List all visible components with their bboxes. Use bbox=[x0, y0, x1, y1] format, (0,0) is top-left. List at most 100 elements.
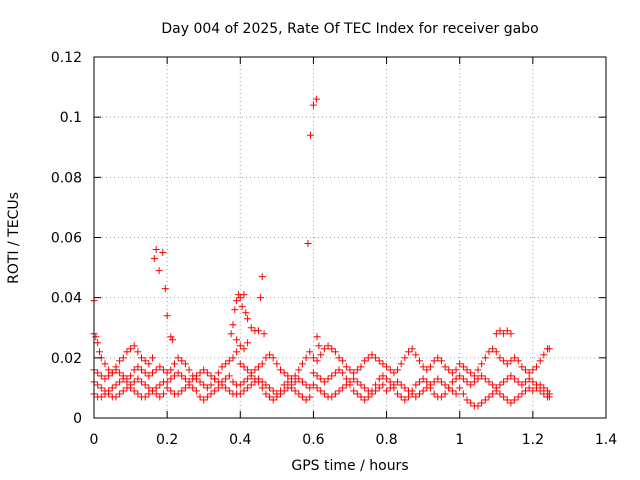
data-point bbox=[192, 387, 200, 395]
data-point bbox=[222, 375, 230, 383]
data-point bbox=[236, 360, 244, 368]
data-point bbox=[258, 384, 266, 392]
data-point bbox=[152, 246, 160, 254]
data-point bbox=[225, 372, 233, 380]
data-point bbox=[383, 363, 391, 371]
x-tick-label: 0.2 bbox=[156, 432, 178, 448]
data-point bbox=[320, 378, 328, 386]
data-point bbox=[456, 384, 464, 392]
data-point bbox=[189, 384, 197, 392]
data-point bbox=[277, 387, 285, 395]
data-point bbox=[419, 375, 427, 383]
data-point bbox=[474, 402, 482, 410]
data-point bbox=[258, 360, 266, 368]
data-point bbox=[108, 369, 116, 377]
data-point bbox=[273, 393, 281, 401]
data-point bbox=[211, 387, 219, 395]
data-point bbox=[185, 366, 193, 374]
data-point bbox=[178, 372, 186, 380]
data-point bbox=[149, 369, 157, 377]
data-point bbox=[306, 384, 314, 392]
data-point bbox=[496, 390, 504, 398]
data-point bbox=[134, 348, 142, 356]
data-point bbox=[353, 378, 361, 386]
data-point bbox=[492, 348, 500, 356]
data-point bbox=[401, 384, 409, 392]
data-point bbox=[141, 393, 149, 401]
data-point bbox=[456, 360, 464, 368]
data-point bbox=[145, 390, 153, 398]
data-point bbox=[324, 375, 332, 383]
data-point bbox=[167, 366, 175, 374]
data-point bbox=[231, 306, 239, 314]
data-point bbox=[260, 330, 268, 338]
data-point bbox=[225, 357, 233, 365]
data-point bbox=[536, 357, 544, 365]
data-point bbox=[503, 375, 511, 383]
x-tick-label: 1.4 bbox=[595, 432, 617, 448]
data-point bbox=[302, 381, 310, 389]
data-point bbox=[529, 378, 537, 386]
data-point bbox=[145, 360, 153, 368]
data-point bbox=[189, 375, 197, 383]
data-point bbox=[242, 309, 250, 317]
data-point bbox=[467, 369, 475, 377]
data-point bbox=[130, 366, 138, 374]
data-point bbox=[448, 369, 456, 377]
data-point bbox=[492, 384, 500, 392]
data-point bbox=[244, 339, 252, 347]
data-point bbox=[170, 372, 178, 380]
data-point bbox=[295, 390, 303, 398]
data-point bbox=[317, 387, 325, 395]
data-point bbox=[394, 366, 402, 374]
data-point bbox=[474, 366, 482, 374]
data-point bbox=[174, 390, 182, 398]
data-point bbox=[353, 366, 361, 374]
data-point bbox=[500, 378, 508, 386]
data-point bbox=[295, 375, 303, 383]
data-point bbox=[159, 390, 167, 398]
data-point bbox=[227, 330, 235, 338]
x-tick-label: 0.8 bbox=[375, 432, 397, 448]
data-point bbox=[350, 387, 358, 395]
x-tick-label: 0.6 bbox=[302, 432, 324, 448]
x-tick-label: 1 bbox=[455, 432, 464, 448]
data-point bbox=[434, 375, 442, 383]
data-point bbox=[287, 375, 295, 383]
y-axis-label: ROTI / TECUs bbox=[6, 192, 22, 284]
data-point bbox=[357, 393, 365, 401]
x-tick-label: 0 bbox=[90, 432, 99, 448]
data-point bbox=[130, 378, 138, 386]
data-point bbox=[514, 378, 522, 386]
data-point bbox=[262, 381, 270, 389]
data-point bbox=[507, 330, 515, 338]
data-point bbox=[390, 369, 398, 377]
data-point bbox=[240, 387, 248, 395]
data-point bbox=[426, 384, 434, 392]
data-point bbox=[105, 372, 113, 380]
data-point bbox=[474, 375, 482, 383]
data-point bbox=[397, 393, 405, 401]
data-point bbox=[273, 360, 281, 368]
data-point bbox=[394, 390, 402, 398]
data-point bbox=[540, 384, 548, 392]
data-point bbox=[225, 387, 233, 395]
axis-tick-labels: 0 0.2 0.4 0.6 0.8 1 1.2 1.4 0 0.02 0.04 0.06 0.08 0.1… bbox=[51, 50, 617, 448]
data-point bbox=[368, 387, 376, 395]
data-point bbox=[298, 393, 306, 401]
data-point bbox=[167, 333, 175, 341]
data-point bbox=[244, 375, 252, 383]
data-point bbox=[112, 393, 120, 401]
data-point bbox=[430, 390, 438, 398]
data-point bbox=[181, 375, 189, 383]
data-point bbox=[178, 357, 186, 365]
data-point bbox=[101, 375, 109, 383]
data-point bbox=[306, 393, 314, 401]
data-point bbox=[309, 369, 317, 377]
data-point bbox=[255, 378, 263, 386]
data-point bbox=[134, 375, 142, 383]
data-point bbox=[335, 387, 343, 395]
data-point bbox=[357, 363, 365, 371]
data-point bbox=[328, 345, 336, 353]
